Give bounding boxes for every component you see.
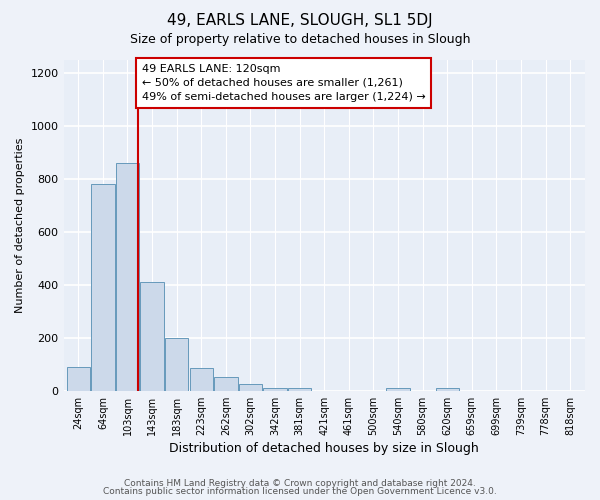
Text: Size of property relative to detached houses in Slough: Size of property relative to detached ho…: [130, 32, 470, 46]
Bar: [165, 338, 188, 391]
Text: Contains public sector information licensed under the Open Government Licence v3: Contains public sector information licen…: [103, 487, 497, 496]
Bar: [436, 388, 459, 391]
Bar: [239, 384, 262, 391]
Y-axis label: Number of detached properties: Number of detached properties: [15, 138, 25, 313]
Bar: [190, 368, 213, 391]
Bar: [386, 388, 410, 391]
Bar: [91, 184, 115, 391]
X-axis label: Distribution of detached houses by size in Slough: Distribution of detached houses by size …: [169, 442, 479, 455]
Text: 49, EARLS LANE, SLOUGH, SL1 5DJ: 49, EARLS LANE, SLOUGH, SL1 5DJ: [167, 12, 433, 28]
Bar: [288, 388, 311, 391]
Text: Contains HM Land Registry data © Crown copyright and database right 2024.: Contains HM Land Registry data © Crown c…: [124, 478, 476, 488]
Bar: [214, 377, 238, 391]
Bar: [263, 388, 287, 391]
Bar: [116, 163, 139, 391]
Bar: [67, 367, 90, 391]
Text: 49 EARLS LANE: 120sqm
← 50% of detached houses are smaller (1,261)
49% of semi-d: 49 EARLS LANE: 120sqm ← 50% of detached …: [142, 64, 425, 102]
Bar: [140, 282, 164, 391]
